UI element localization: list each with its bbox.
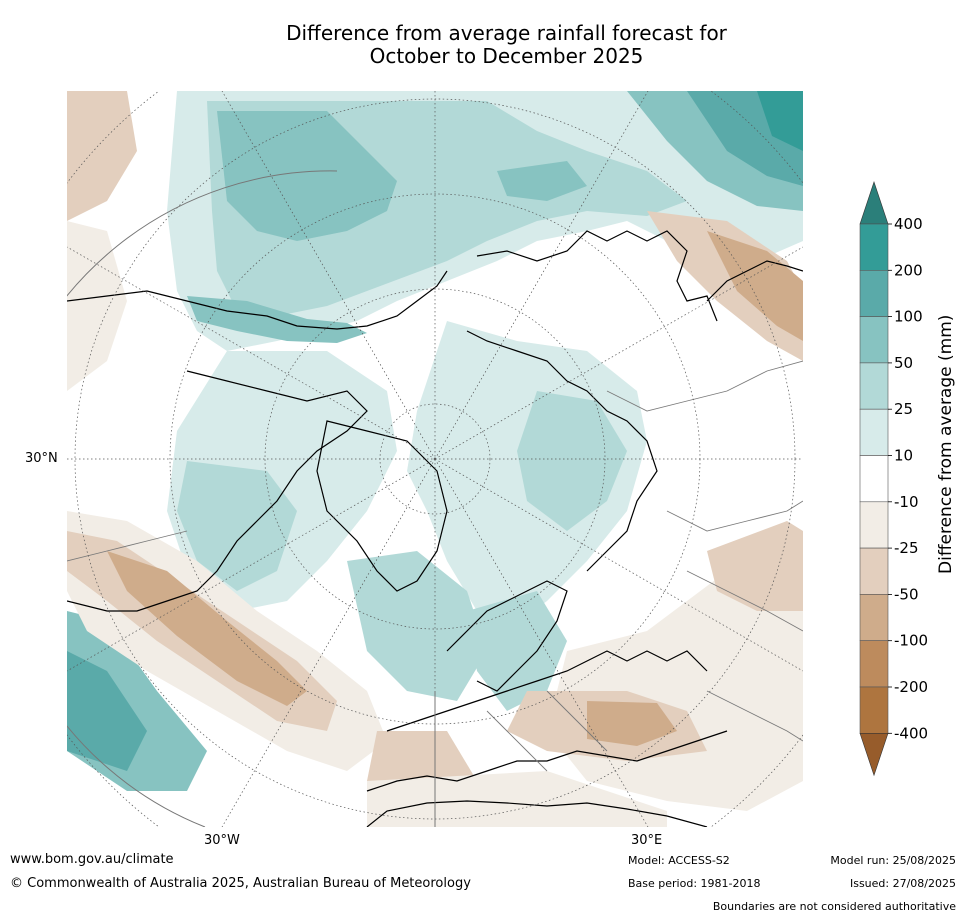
colorbar-tick-label: 400 <box>894 215 923 233</box>
colorbar-tick-label: -400 <box>894 724 928 742</box>
rainfall-anomaly-map <box>67 91 803 827</box>
border-central-asia <box>686 570 803 632</box>
colorbar-swatch <box>859 640 889 688</box>
footer-model: Model: ACCESS-S2 <box>628 854 730 867</box>
graticule-meridian-30e <box>434 458 649 827</box>
coastline-greenland <box>316 420 448 592</box>
graticule-meridian-120w <box>67 246 436 460</box>
wet-region-north-pacific-inner <box>217 111 397 241</box>
colorbar-tick-label: -25 <box>894 539 919 557</box>
border-us-canada <box>67 530 188 562</box>
colorbar-tick-label: -100 <box>894 632 928 650</box>
border-europe-east <box>546 690 608 752</box>
wet-anomaly-regions <box>67 91 803 791</box>
colorbar-tick-label: -200 <box>894 678 928 696</box>
dry-region-east-pacific-inner <box>107 551 307 706</box>
colorbar-ticks: 400 200 100 50 25 10 -10 -25 -50 -100 -200 -400 <box>888 215 928 742</box>
colorbar-tick-label: 100 <box>894 308 923 326</box>
lon-label-30w: 30°W <box>204 833 240 848</box>
coastlines <box>67 230 803 827</box>
lat-label-30n: 30°N <box>25 451 58 466</box>
wet-region-northeast-core <box>757 91 803 151</box>
colorbar: 400 200 100 50 25 10 -10 -25 -50 -100 -200 -400 <box>859 181 928 777</box>
dry-region-africa <box>367 771 667 827</box>
colorbar-swatch <box>859 362 889 410</box>
colorbar-swatch <box>859 501 889 549</box>
coastline-canada <box>67 370 368 612</box>
coastline-alaska <box>67 270 448 330</box>
colorbar-label: Difference from average (mm) <box>936 314 956 574</box>
colorbar-tick-label: 200 <box>894 261 923 279</box>
colorbar-swatch <box>859 455 889 503</box>
coastline-siberia-arctic <box>466 330 658 572</box>
dry-region-central-asia <box>707 521 803 611</box>
colorbar-tick-label: 25 <box>894 400 913 418</box>
colorbar-swatch <box>859 686 889 734</box>
coastline-africa <box>366 800 708 827</box>
graticule-circle-70n <box>264 288 606 630</box>
footer-base-period: Base period: 1981-2018 <box>628 877 761 890</box>
title-line-1: Difference from average rainfall forecas… <box>286 21 727 45</box>
dry-anomaly-regions <box>67 91 803 827</box>
title-line-2: October to December 2025 <box>369 44 644 68</box>
colorbar-swatch <box>859 594 889 641</box>
wet-region-barents <box>517 391 627 531</box>
coastline-scandinavia <box>446 580 568 692</box>
border-kazakhstan <box>666 500 803 532</box>
lon-label-30e: 30°E <box>631 833 663 848</box>
dry-region-west-edge <box>67 221 127 391</box>
wet-region-labrador <box>177 461 297 591</box>
colorbar-tick-label: -50 <box>894 585 919 603</box>
colorbar-swatch <box>859 270 889 317</box>
wet-region-north-atlantic <box>347 551 487 701</box>
footer-issued: Issued: 27/08/2025 <box>849 877 956 890</box>
coastline-mediterranean <box>366 730 728 792</box>
footer-copyright: © Commonwealth of Australia 2025, Austra… <box>10 876 471 891</box>
dry-region-japan-inner <box>707 231 803 341</box>
graticule-meridian-60w <box>67 458 436 672</box>
graticule-meridian-60e <box>434 458 803 672</box>
dry-region-northwest-corner <box>67 91 137 221</box>
wet-region-kamchatka <box>497 161 587 201</box>
wet-region-pacific-southwest-inner <box>67 651 147 771</box>
chart-title: Difference from average rainfall forecas… <box>0 22 965 68</box>
colorbar-tick-label: -10 <box>894 493 919 511</box>
border-middle-east <box>706 690 803 742</box>
border-europe-central <box>486 710 548 772</box>
border-russia-south <box>606 360 803 412</box>
colorbar-extend-top <box>859 181 889 225</box>
dry-region-japan <box>647 211 803 361</box>
graticule-solid <box>67 170 436 827</box>
country-borders <box>67 360 803 772</box>
footer-disclaimer: Boundaries are not considered authoritat… <box>712 900 956 913</box>
dry-region-mediterranean-inner <box>587 701 677 746</box>
coastline-siberia-pacific <box>476 230 718 322</box>
colorbar-tick-label: 10 <box>894 447 913 465</box>
graticule-meridian-150w <box>221 91 436 460</box>
colorbar-extend-bottom <box>859 732 889 777</box>
colorbar-swatch <box>859 547 889 595</box>
colorbar-swatch <box>859 223 889 271</box>
colorbar-swatch <box>859 408 889 456</box>
graticule-meridian-120e <box>434 246 803 460</box>
graticule-meridian-150e <box>434 91 649 460</box>
colorbar-swatch <box>859 316 889 364</box>
wet-region-scandinavia <box>467 591 567 711</box>
footer-model-run: Model run: 25/08/2025 <box>830 854 956 867</box>
coastline-japan-korea <box>706 260 803 302</box>
colorbar-tick-label: 50 <box>894 354 913 372</box>
footer-website[interactable]: www.bom.gov.au/climate <box>10 852 174 867</box>
graticule-solid-40n <box>67 170 338 827</box>
graticule-meridian-30w <box>221 458 436 827</box>
colorbar-swatches <box>859 181 889 777</box>
coastline-europe <box>386 650 708 732</box>
